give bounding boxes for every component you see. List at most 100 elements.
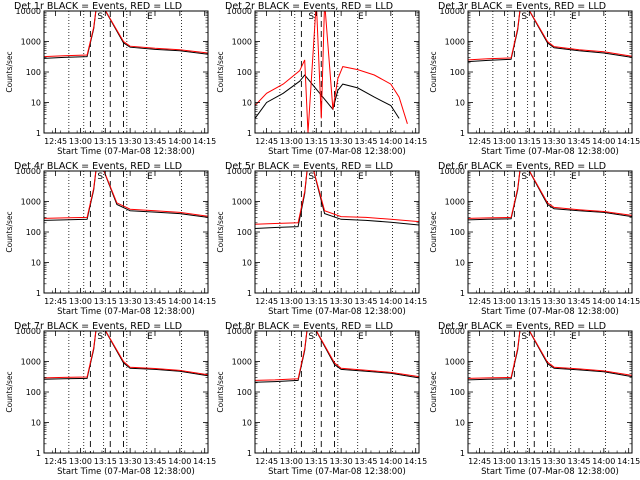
x-tick-label: 13:15 — [305, 137, 328, 146]
y-axis-label: Counts/sec — [429, 211, 438, 252]
x-tick-label: 13:15 — [94, 297, 117, 306]
marker-E: E — [571, 12, 577, 22]
x-tick-label: 14:15 — [193, 457, 216, 466]
y-tick-label: 10 — [31, 99, 41, 108]
x-tick-label: 13:45 — [143, 457, 166, 466]
y-tick-label: 10000 — [227, 167, 252, 176]
x-axis-label: Start Time (07-Mar-08 12:38:00) — [481, 467, 619, 477]
x-axis-label: Start Time (07-Mar-08 12:38:00) — [268, 147, 406, 157]
x-tick-label: 13:00 — [69, 297, 92, 306]
y-tick-label: 1000 — [445, 38, 465, 47]
x-tick-label: 14:00 — [592, 457, 615, 466]
x-tick-label: 13:00 — [69, 137, 92, 146]
x-tick-label: 14:15 — [617, 457, 640, 466]
marker-E: E — [571, 172, 577, 182]
series-events — [255, 171, 419, 229]
x-tick-label: 13:00 — [493, 457, 516, 466]
panel-title: Det 2r BLACK = Events, RED = LLD — [225, 1, 393, 12]
y-tick-label: 1000 — [445, 198, 465, 207]
x-tick-label: 14:15 — [193, 137, 216, 146]
marker-E: E — [147, 12, 153, 22]
x-tick-label: 14:00 — [379, 297, 402, 306]
x-tick-label: 13:15 — [305, 297, 328, 306]
x-tick-label: 14:00 — [168, 457, 191, 466]
y-tick-label: 100 — [450, 68, 465, 77]
x-tick-label: 14:15 — [404, 297, 427, 306]
x-axis-label: Start Time (07-Mar-08 12:38:00) — [481, 147, 619, 157]
legend-text: BLACK = Events, RED = LLD — [255, 1, 393, 12]
y-tick-label: 10 — [31, 419, 41, 428]
detector-label: Det 7r — [14, 321, 44, 332]
series-events — [255, 331, 419, 383]
y-tick-label: 10000 — [227, 327, 252, 336]
y-tick-label: 1 — [460, 449, 465, 458]
y-axis-label: Counts/sec — [429, 371, 438, 412]
y-axis-label: Counts/sec — [5, 51, 14, 92]
y-tick-label: 1000 — [232, 38, 252, 47]
panel-title: Det 6r BLACK = Events, RED = LLD — [438, 161, 606, 172]
x-axis-label: Start Time (07-Mar-08 12:38:00) — [57, 147, 195, 157]
series-events — [44, 11, 208, 59]
x-tick-label: 14:15 — [404, 457, 427, 466]
detector-label: Det 5r — [225, 161, 255, 172]
detector-label: Det 3r — [438, 1, 468, 12]
x-tick-label: 13:30 — [119, 297, 142, 306]
detector-label: Det 8r — [225, 321, 255, 332]
detector-label: Det 2r — [225, 1, 255, 12]
x-tick-label: 13:45 — [354, 297, 377, 306]
x-tick-label: 14:15 — [404, 137, 427, 146]
legend-text: BLACK = Events, RED = LLD — [468, 321, 606, 332]
series-events — [468, 171, 632, 221]
x-tick-label: 12:45 — [255, 297, 278, 306]
series-events — [255, 74, 400, 119]
y-tick-label: 1000 — [21, 358, 41, 367]
x-tick-label: 13:15 — [518, 457, 541, 466]
y-tick-label: 1 — [36, 449, 41, 458]
x-tick-label: 13:00 — [493, 137, 516, 146]
y-tick-label: 1000 — [21, 198, 41, 207]
x-tick-label: 14:00 — [379, 457, 402, 466]
y-tick-label: 100 — [237, 68, 252, 77]
y-tick-label: 100 — [26, 228, 41, 237]
legend-text: BLACK = Events, RED = LLD — [468, 1, 606, 12]
y-tick-label: 10000 — [227, 7, 252, 16]
series-lld — [468, 331, 632, 379]
x-tick-label: 13:00 — [69, 457, 92, 466]
x-tick-label: 13:30 — [330, 137, 353, 146]
x-tick-label: 14:00 — [379, 137, 402, 146]
x-tick-label: 14:00 — [168, 137, 191, 146]
series-events — [468, 331, 632, 381]
panel-title: Det 1r BLACK = Events, RED = LLD — [14, 1, 182, 12]
x-tick-label: 13:45 — [354, 137, 377, 146]
marker-E: E — [358, 172, 364, 182]
marker-S: S — [308, 332, 314, 342]
series-events — [44, 171, 208, 221]
y-axis-label: Counts/sec — [216, 51, 225, 92]
legend-text: BLACK = Events, RED = LLD — [44, 161, 182, 172]
x-axis-label: Start Time (07-Mar-08 12:38:00) — [57, 307, 195, 317]
x-tick-label: 13:30 — [543, 297, 566, 306]
series-lld — [468, 171, 632, 219]
y-tick-label: 10000 — [440, 327, 465, 336]
series-lld — [44, 171, 208, 219]
marker-S: S — [97, 12, 103, 22]
y-tick-label: 10 — [31, 259, 41, 268]
y-tick-label: 1 — [36, 289, 41, 298]
marker-S: S — [308, 12, 314, 22]
series-lld — [44, 331, 208, 379]
detector-label: Det 4r — [14, 161, 44, 172]
x-tick-label: 13:00 — [493, 297, 516, 306]
x-tick-label: 13:45 — [567, 137, 590, 146]
marker-S: S — [521, 172, 527, 182]
series-lld — [255, 11, 408, 133]
x-tick-label: 13:15 — [94, 457, 117, 466]
panel-title: Det 7r BLACK = Events, RED = LLD — [14, 321, 182, 332]
x-tick-label: 12:45 — [44, 457, 67, 466]
